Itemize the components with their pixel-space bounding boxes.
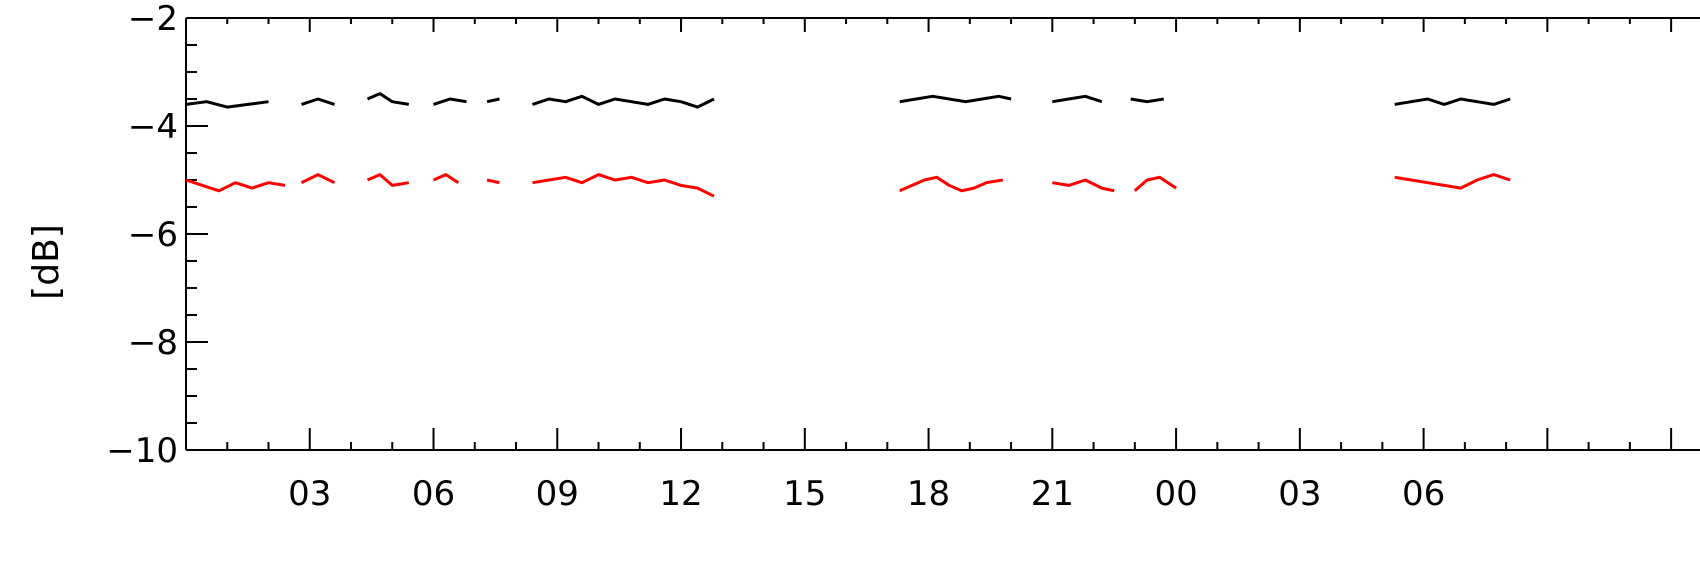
y-tick-label: −2 (128, 0, 178, 39)
x-tick-label: 03 (288, 474, 331, 514)
x-tick-label: 18 (907, 474, 950, 514)
x-tick-label: 00 (1154, 474, 1197, 514)
series-group (185, 92, 1511, 198)
x-tick-label: 03 (1278, 474, 1321, 514)
series-line-segment (1052, 178, 1115, 193)
y-tick-label: −4 (128, 107, 178, 147)
series-line-segment (301, 97, 335, 106)
y-axis-ticks: −10 −8 −6 −4 −2 (106, 0, 208, 471)
x-tick-label: 21 (1031, 474, 1074, 514)
series-line-segment (899, 175, 1004, 193)
x-tick-label: 06 (412, 474, 455, 514)
series-line-segment (899, 94, 1012, 104)
series-line-segment (532, 94, 715, 109)
series-line-segment (1394, 97, 1511, 106)
x-tick-label: 09 (536, 474, 579, 514)
series-line-segment (1133, 175, 1177, 192)
series-line-segment (185, 178, 286, 193)
y-axis-label: [dB] (26, 224, 67, 300)
x-axis-ticks: 03 06 09 12 15 18 21 00 03 06 (185, 18, 1673, 514)
x-tick-label: 15 (783, 474, 826, 514)
series-line-segment (1052, 94, 1103, 104)
x-tick-label: 12 (659, 474, 702, 514)
series-line-segment (486, 97, 500, 104)
series-line-segment (432, 173, 460, 184)
series-line-segment (366, 173, 410, 187)
series-line-segment (300, 173, 336, 185)
series-1 (185, 173, 1511, 198)
series-line-segment (1130, 97, 1164, 104)
series-line-segment (1394, 173, 1511, 190)
y-tick-label: −8 (128, 323, 178, 363)
x-tick-label: 06 (1402, 474, 1445, 514)
series-line-segment (185, 100, 269, 109)
series-line-segment (366, 92, 410, 106)
y-tick-label: −6 (128, 215, 178, 255)
series-line-segment (433, 97, 467, 106)
y-tick-label: −10 (106, 431, 178, 471)
series-0 (185, 92, 1511, 109)
series-line-segment (486, 178, 500, 185)
series-line-segment (532, 173, 715, 198)
plot-frame (185, 17, 1700, 451)
